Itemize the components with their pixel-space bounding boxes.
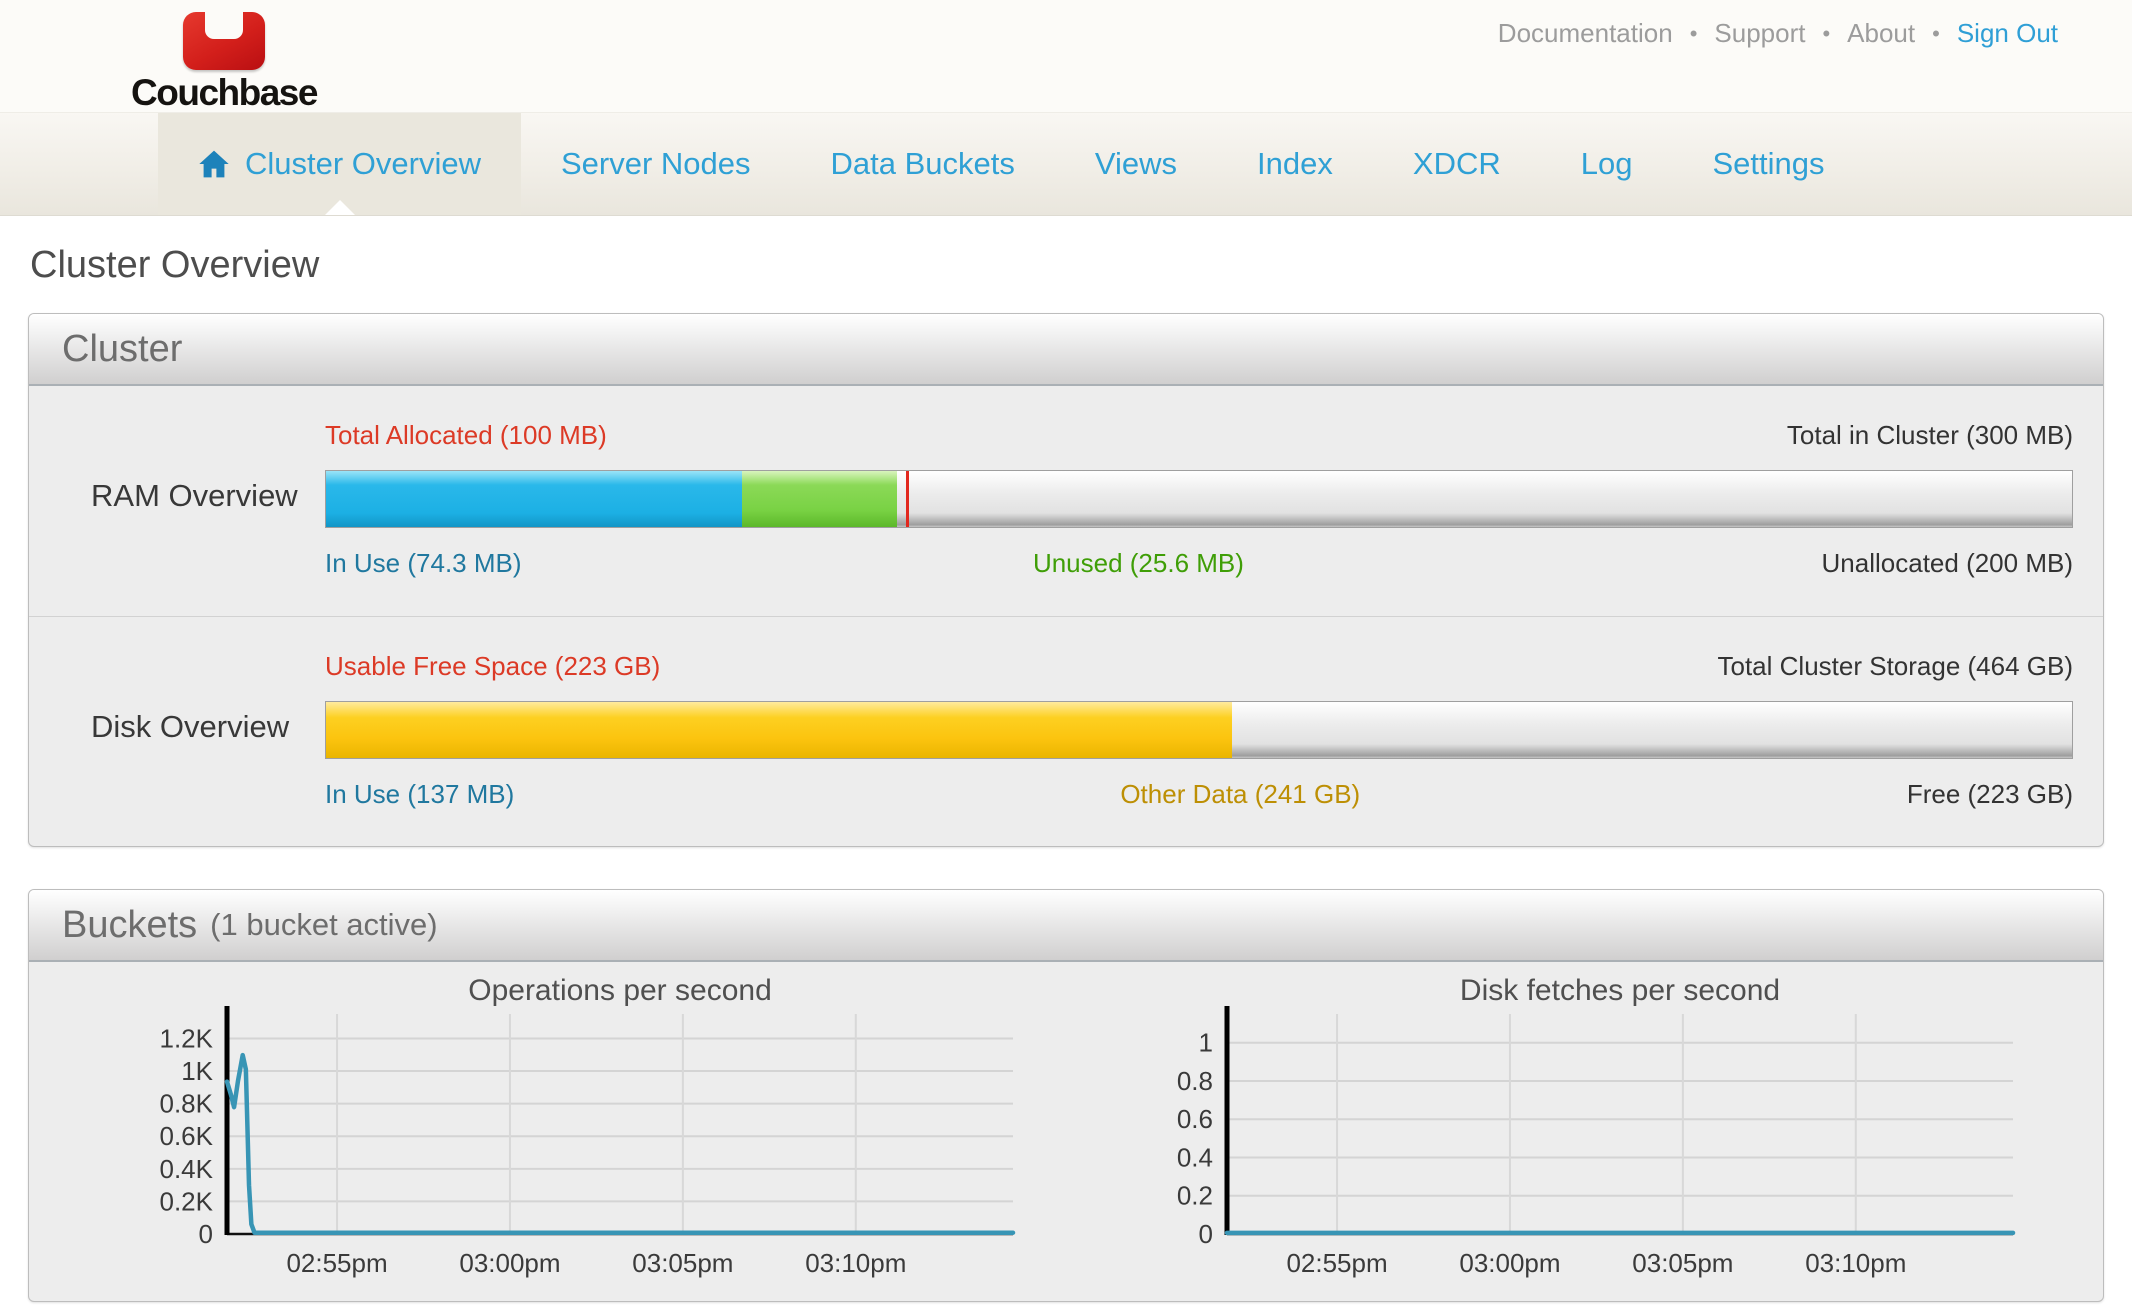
- nav-item-data-buckets[interactable]: Data Buckets: [791, 113, 1055, 215]
- link-separator: •: [1689, 20, 1698, 46]
- disk-in-use-label: In Use (137 MB): [325, 779, 515, 809]
- app-header: Couchbase Documentation • Support • About • Si…: [0, 0, 2132, 114]
- cluster-panel-header: Cluster: [29, 314, 2103, 386]
- svg-text:0.4: 0.4: [1177, 1142, 1213, 1172]
- couchbase-logo-notch: [205, 12, 243, 39]
- disk-usable-free-space-label: Usable Free Space (223 GB): [325, 651, 661, 681]
- disk-fetches-per-second-chart: 1 0.8 0.6 0.4 0.2 0 02:55pm 03:00pm 03:05pm 03:10…: [1147, 970, 2047, 1291]
- ram-unallocated-label: Unallocated (200 MB): [1821, 548, 2073, 578]
- disk-overview-label: Disk Overview: [91, 709, 290, 744]
- svg-text:03:05pm: 03:05pm: [632, 1248, 733, 1278]
- nav-item-log[interactable]: Log: [1541, 113, 1673, 215]
- nav-item-cluster-overview[interactable]: Cluster Overview: [158, 113, 521, 215]
- nav-item-label: Settings: [1712, 146, 1825, 181]
- top-link-sign-out[interactable]: Sign Out: [1956, 18, 2058, 48]
- nav-item-label: Views: [1094, 146, 1178, 181]
- svg-text:1: 1: [1199, 1028, 1213, 1058]
- svg-text:0.8: 0.8: [1177, 1066, 1213, 1096]
- svg-text:Disk fetches per second: Disk fetches per second: [1460, 974, 1780, 1007]
- ram-total-in-cluster-label: Total in Cluster (300 MB): [1786, 420, 2073, 450]
- svg-text:0: 0: [199, 1219, 213, 1249]
- nav-item-label: Index: [1257, 146, 1333, 181]
- svg-text:03:10pm: 03:10pm: [805, 1248, 906, 1278]
- nav-item-label: Data Buckets: [830, 146, 1015, 181]
- disk-free-label: Free (223 GB): [1906, 779, 2073, 809]
- ram-in-use-label: In Use (74.3 MB): [325, 548, 522, 578]
- ram-bar-in-use-segment: [326, 471, 742, 527]
- header-links: Documentation • Support • About • Sign Out: [1498, 18, 2058, 49]
- cluster-panel: Cluster RAM Overview Total Allocated (10…: [28, 313, 2104, 847]
- cluster-panel-title: Cluster: [62, 327, 183, 370]
- disk-overview-row: Disk Overview Usable Free Space (223 GB)…: [29, 616, 2103, 846]
- cluster-panel-body: RAM Overview Total Allocated (100 MB) To…: [29, 386, 2103, 846]
- nav-item-label: Server Nodes: [561, 146, 751, 181]
- svg-text:03:00pm: 03:00pm: [459, 1248, 560, 1278]
- nav-item-index[interactable]: Index: [1217, 113, 1373, 215]
- nav-item-server-nodes[interactable]: Server Nodes: [521, 113, 791, 215]
- page-title: Cluster Overview: [30, 244, 320, 286]
- disk-usage-bar: [325, 701, 2073, 759]
- svg-text:0.6K: 0.6K: [160, 1121, 214, 1151]
- nav-item-label: Cluster Overview: [245, 146, 481, 181]
- svg-text:0: 0: [1199, 1219, 1213, 1249]
- link-separator: •: [1932, 20, 1940, 46]
- buckets-panel-subtitle: (1 bucket active): [210, 907, 438, 942]
- ram-usage-bar: [325, 470, 2073, 528]
- nav-item-settings[interactable]: Settings: [1672, 113, 1864, 215]
- link-separator: •: [1822, 20, 1831, 46]
- couchbase-logo-mark: [183, 12, 265, 70]
- home-icon: [198, 149, 230, 179]
- svg-text:03:05pm: 03:05pm: [1632, 1248, 1733, 1278]
- ram-bar-unused-segment: [741, 471, 897, 527]
- svg-text:1K: 1K: [181, 1056, 213, 1086]
- ram-bar-allocation-marker: [905, 471, 909, 527]
- svg-text:0.2: 0.2: [1177, 1181, 1213, 1211]
- nav-item-views[interactable]: Views: [1055, 113, 1217, 215]
- top-link-about[interactable]: About: [1847, 18, 1916, 48]
- buckets-panel-header: Buckets (1 bucket active): [29, 890, 2103, 962]
- disk-bar-other-data-segment: [326, 702, 1233, 758]
- top-link-support[interactable]: Support: [1714, 18, 1806, 48]
- line-chart-svg: 1 0.8 0.6 0.4 0.2 0 02:55pm 03:00pm 03:05pm 03:10…: [1177, 974, 2016, 1278]
- top-link-documentation[interactable]: Documentation: [1497, 18, 1673, 48]
- ram-overview-label: RAM Overview: [91, 478, 298, 513]
- main-nav: Cluster Overview Server Nodes Data Buckets…: [0, 112, 2132, 216]
- svg-text:1.2K: 1.2K: [160, 1023, 214, 1053]
- nav-item-label: XDCR: [1412, 146, 1501, 181]
- couchbase-logo-text: Couchbase: [131, 72, 318, 113]
- main-content: Cluster Overview Cluster RAM Overview To…: [0, 216, 2132, 1302]
- buckets-panel: Buckets (1 bucket active) 1.2K 1K 0.8K 0.6K…: [28, 889, 2104, 1302]
- svg-text:03:10pm: 03:10pm: [1805, 1248, 1906, 1278]
- nav-item-label: Log: [1580, 146, 1633, 181]
- nav-item-xdcr[interactable]: XDCR: [1373, 113, 1541, 215]
- ram-total-allocated-label: Total Allocated (100 MB): [325, 420, 607, 450]
- disk-total-cluster-storage-label: Total Cluster Storage (464 GB): [1717, 651, 2074, 681]
- svg-text:0.6: 0.6: [1177, 1104, 1213, 1134]
- svg-text:02:55pm: 02:55pm: [1286, 1248, 1387, 1278]
- ops-per-second-chart: 1.2K 1K 0.8K 0.6K 0.4K 0.2K 0 02:55pm 03:00pm 03:…: [147, 970, 1047, 1291]
- svg-text:0.4K: 0.4K: [160, 1154, 214, 1184]
- buckets-panel-title: Buckets: [62, 903, 198, 946]
- svg-text:0.8K: 0.8K: [160, 1089, 214, 1119]
- ram-unused-label: Unused (25.6 MB): [1032, 548, 1244, 578]
- svg-text:03:00pm: 03:00pm: [1459, 1248, 1560, 1278]
- ram-overview-row: RAM Overview Total Allocated (100 MB) To…: [29, 386, 2103, 616]
- svg-text:02:55pm: 02:55pm: [286, 1248, 387, 1278]
- disk-other-data-label: Other Data (241 GB): [1120, 779, 1361, 809]
- buckets-panel-body: 1.2K 1K 0.8K 0.6K 0.4K 0.2K 0 02:55pm 03:00pm 03:…: [29, 962, 2103, 1301]
- couchbase-logo: Couchbase: [124, 6, 324, 114]
- svg-text:0.2K: 0.2K: [160, 1186, 214, 1216]
- svg-text:Operations per second: Operations per second: [468, 974, 772, 1007]
